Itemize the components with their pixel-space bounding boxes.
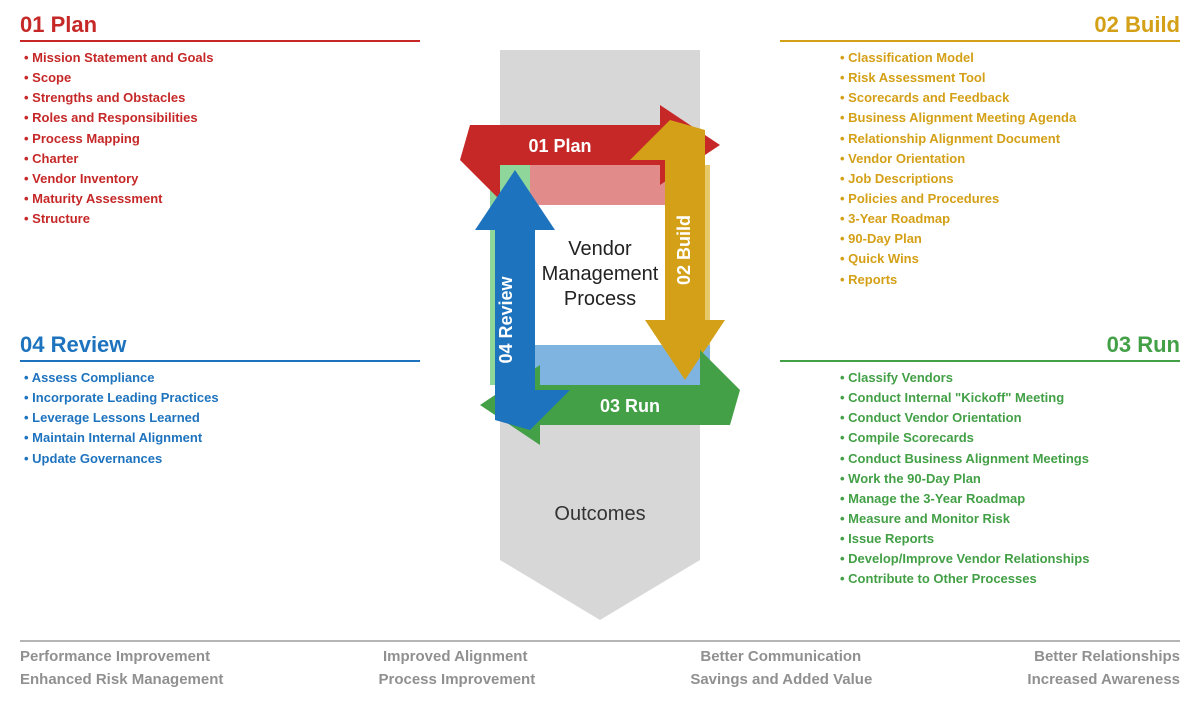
outcomes-row-1: Performance Improvement Improved Alignme… <box>20 648 1180 665</box>
list-item: Compile Scorecards <box>840 428 1089 448</box>
center-l2: Management <box>542 263 659 285</box>
plan-title: 01 Plan <box>20 12 420 42</box>
list-item: Vendor Inventory <box>24 169 214 189</box>
list-item: Mission Statement and Goals <box>24 48 214 68</box>
outcome-item: Process Improvement <box>378 671 535 688</box>
list-item: Roles and Responsibilities <box>24 108 214 128</box>
list-item: Incorporate Leading Practices <box>24 388 219 408</box>
outcomes-bar: Performance Improvement Improved Alignme… <box>20 640 1180 694</box>
plan-list: Mission Statement and GoalsScopeStrength… <box>24 48 214 229</box>
outcomes-arrow-shape <box>500 470 700 620</box>
list-item: Relationship Alignment Document <box>840 129 1076 149</box>
list-item: Strengths and Obstacles <box>24 88 214 108</box>
list-item: Conduct Internal "Kickoff" Meeting <box>840 388 1089 408</box>
outcome-item: Better Communication <box>700 648 861 665</box>
list-item: Quick Wins <box>840 249 1076 269</box>
list-item: Classify Vendors <box>840 368 1089 388</box>
list-item: Job Descriptions <box>840 169 1076 189</box>
list-item: Reports <box>840 270 1076 290</box>
list-item: Charter <box>24 149 214 169</box>
review-arrow-label: 04 Review <box>496 275 516 363</box>
outcome-item: Enhanced Risk Management <box>20 671 223 688</box>
list-item: Policies and Procedures <box>840 189 1076 209</box>
vendor-management-process-diagram: { "center_title_l1":"Vendor", "center_ti… <box>0 0 1200 724</box>
list-item: 3-Year Roadmap <box>840 209 1076 229</box>
outcome-item: Increased Awareness <box>1027 671 1180 688</box>
list-item: Scope <box>24 68 214 88</box>
outcomes-row-2: Enhanced Risk Management Process Improve… <box>20 671 1180 688</box>
center-l1: Vendor <box>568 238 632 260</box>
review-list: Assess ComplianceIncorporate Leading Pra… <box>24 368 219 469</box>
list-item: Structure <box>24 209 214 229</box>
list-item: Issue Reports <box>840 529 1089 549</box>
run-arrow-label: 03 Run <box>600 396 660 416</box>
outcome-item: Savings and Added Value <box>690 671 872 688</box>
list-item: Classification Model <box>840 48 1076 68</box>
outcome-item: Improved Alignment <box>383 648 527 665</box>
list-item: Assess Compliance <box>24 368 219 388</box>
list-item: Conduct Business Alignment Meetings <box>840 449 1089 469</box>
list-item: Manage the 3-Year Roadmap <box>840 489 1089 509</box>
outcomes-label: Outcomes <box>554 503 645 525</box>
run-list: Classify VendorsConduct Internal "Kickof… <box>840 368 1089 590</box>
list-item: Scorecards and Feedback <box>840 88 1076 108</box>
center-l3: Process <box>564 288 636 310</box>
build-list: Classification ModelRisk Assessment Tool… <box>840 48 1076 290</box>
list-item: Business Alignment Meeting Agenda <box>840 108 1076 128</box>
list-item: Conduct Vendor Orientation <box>840 408 1089 428</box>
list-item: Leverage Lessons Learned <box>24 408 219 428</box>
list-item: Measure and Monitor Risk <box>840 509 1089 529</box>
run-title: 03 Run <box>780 332 1180 362</box>
outcomes-separator <box>20 640 1180 642</box>
list-item: Vendor Orientation <box>840 149 1076 169</box>
list-item: Risk Assessment Tool <box>840 68 1076 88</box>
build-title: 02 Build <box>780 12 1180 42</box>
list-item: Update Governances <box>24 449 219 469</box>
list-item: Develop/Improve Vendor Relationships <box>840 549 1089 569</box>
list-item: Maturity Assessment <box>24 189 214 209</box>
list-item: Contribute to Other Processes <box>840 569 1089 589</box>
list-item: 90-Day Plan <box>840 229 1076 249</box>
outcome-item: Performance Improvement <box>20 648 210 665</box>
list-item: Work the 90-Day Plan <box>840 469 1089 489</box>
list-item: Process Mapping <box>24 129 214 149</box>
plan-arrow-label: 01 Plan <box>528 136 591 156</box>
review-title: 04 Review <box>20 332 420 362</box>
process-cycle-svg: Vendor Management Process 01 Plan 02 Bui… <box>400 30 800 630</box>
build-arrow-label: 02 Build <box>674 215 694 285</box>
outcome-item: Better Relationships <box>1034 648 1180 665</box>
list-item: Maintain Internal Alignment <box>24 428 219 448</box>
